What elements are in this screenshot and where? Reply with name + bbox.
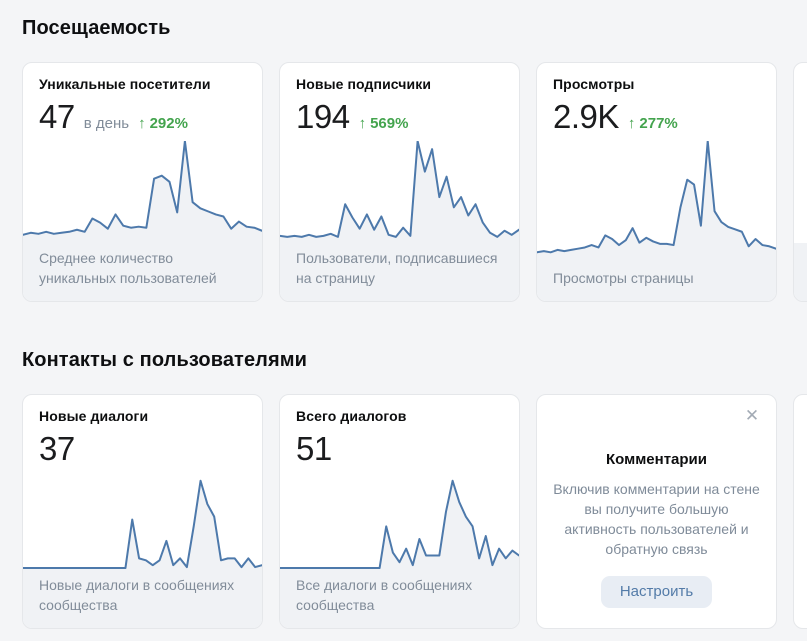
partial-card-offscreen <box>793 62 807 302</box>
sparkline-views <box>537 141 776 262</box>
value-row: 37 <box>39 431 246 467</box>
card-head: Уникальные посетители 47 в день ↑ 292% <box>23 63 262 135</box>
contacts-cards-row: Новые диалоги 37 Новые диалоги в сообщен… <box>22 394 807 629</box>
stat-suffix: в день <box>83 115 130 132</box>
value-row: 51 <box>296 431 503 467</box>
growth-badge: ↑ 292% <box>138 115 188 132</box>
arrow-up-icon: ↑ <box>138 115 146 132</box>
sparkline-total-dialogs <box>280 473 519 570</box>
comments-title: Комментарии <box>605 451 707 468</box>
card-title: Уникальные посетители <box>39 76 211 92</box>
card-comments-promo: ✕ Комментарии Включив комментарии на сте… <box>536 394 777 629</box>
arrow-up-icon: ↑ <box>627 115 636 132</box>
card-total-dialogs: Всего диалогов 51 Все диалоги в сообщени… <box>279 394 520 629</box>
value-row: 47 в день ↑ 292% <box>39 99 246 135</box>
comments-description: Включив комментарии на стене вы получите… <box>553 481 760 557</box>
growth-badge: ↑ 569% <box>359 115 409 132</box>
stat-value: 37 <box>39 430 75 467</box>
sparkline-new-subscribers <box>280 141 519 243</box>
growth-percent: 277% <box>639 115 678 132</box>
card-new-dialogs: Новые диалоги 37 Новые диалоги в сообщен… <box>22 394 263 629</box>
section-title-contacts: Контакты с пользователями <box>22 349 308 371</box>
card-caption: Все диалоги в сообщениях сообщества <box>280 570 519 628</box>
card-caption: Среднее количество уникальных пользовате… <box>23 243 262 301</box>
card-head: Новые подписчики 194 ↑ 569% <box>280 63 519 135</box>
card-title: Новые диалоги <box>39 408 149 424</box>
stat-value: 2.9K <box>553 98 619 135</box>
card-title: Просмотры <box>553 76 635 92</box>
configure-button[interactable]: Настроить <box>600 576 713 608</box>
value-row: 194 ↑ 569% <box>296 99 503 135</box>
card-title: Новые подписчики <box>296 76 432 92</box>
section-title-attendance: Посещаемость <box>22 17 171 39</box>
sparkline-new-dialogs <box>23 473 262 570</box>
card-caption: Просмотры страницы <box>537 262 776 301</box>
card-title: Всего диалогов <box>296 408 407 424</box>
card-unique-visitors: Уникальные посетители 47 в день ↑ 292% Ср… <box>22 62 263 302</box>
card-caption: Новые диалоги в сообщениях сообщества <box>23 570 262 628</box>
stat-value: 194 <box>296 98 350 135</box>
section-contacts: Контакты с пользователями Новые диалоги … <box>22 348 807 629</box>
card-views: Просмотры 2.9K ↑ 277% Просмотры страницы <box>536 62 777 302</box>
card-head: Новые диалоги 37 <box>23 395 262 467</box>
growth-badge: ↑ 277% <box>628 115 678 132</box>
stat-value: 51 <box>296 430 332 467</box>
arrow-up-icon: ↑ <box>358 115 367 132</box>
partial-card-offscreen <box>793 394 807 629</box>
growth-percent: 292% <box>149 115 188 132</box>
section-attendance: Посещаемость Уникальные посетители 47 в … <box>22 16 807 302</box>
stat-value: 47 <box>39 98 75 135</box>
card-caption: Пользователи, подписавшиеся на страницу <box>280 243 519 301</box>
close-icon[interactable]: ✕ <box>741 405 763 427</box>
growth-percent: 569% <box>370 115 409 132</box>
attendance-cards-row: Уникальные посетители 47 в день ↑ 292% Ср… <box>22 62 807 302</box>
value-row: 2.9K ↑ 277% <box>553 99 760 135</box>
card-new-subscribers: Новые подписчики 194 ↑ 569% Пользователи,… <box>279 62 520 302</box>
card-head: Всего диалогов 51 <box>280 395 519 467</box>
sparkline-unique-visitors <box>23 141 262 243</box>
card-head: Просмотры 2.9K ↑ 277% <box>537 63 776 135</box>
